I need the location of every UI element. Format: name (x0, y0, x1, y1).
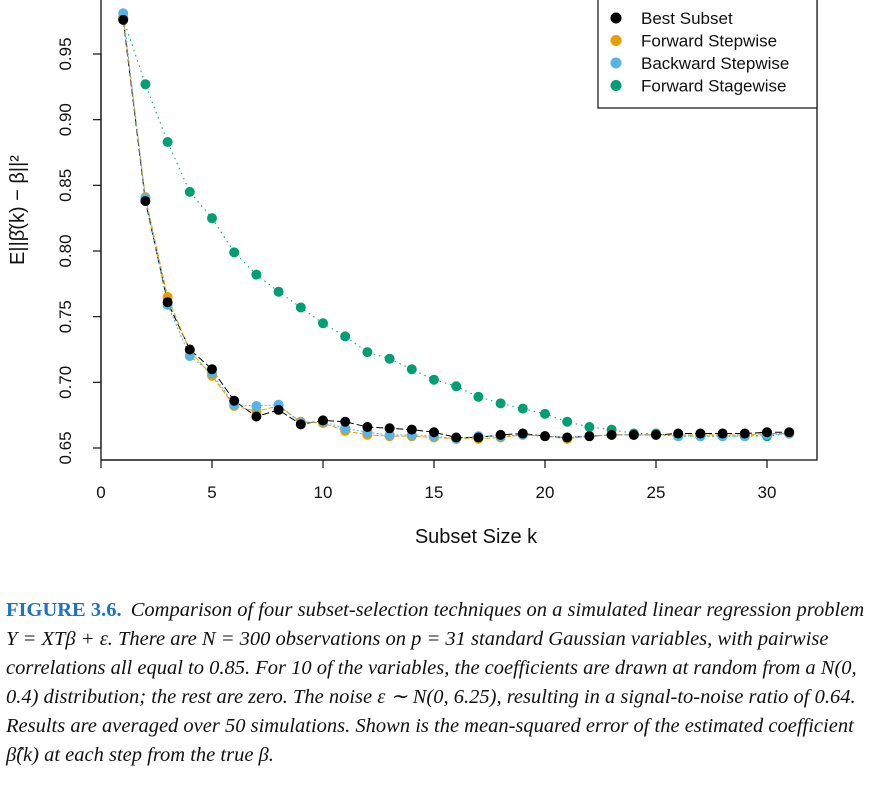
data-point (273, 286, 284, 297)
data-point (295, 302, 306, 313)
x-tick-label: 30 (758, 483, 777, 502)
legend-marker (610, 35, 622, 46)
data-point (717, 428, 728, 439)
figure-caption: FIGURE 3.6. Comparison of four subset-se… (6, 596, 868, 770)
data-point (562, 432, 573, 443)
data-point (429, 374, 439, 385)
y-tick-label: 0.90 (56, 103, 75, 136)
data-point (651, 429, 661, 440)
data-point (540, 431, 550, 442)
data-point (162, 136, 173, 147)
data-point (229, 247, 240, 258)
data-point (140, 196, 151, 207)
x-tick-label: 15 (425, 483, 444, 502)
data-point (362, 421, 373, 432)
data-point (273, 404, 284, 415)
data-point (162, 297, 173, 308)
caption-text: Comparison of four subset-selection tech… (6, 599, 865, 766)
legend-label: Forward Stagewise (641, 77, 787, 96)
legend-label: Forward Stepwise (641, 32, 777, 51)
x-tick-label: 20 (536, 483, 555, 502)
x-tick-label: 5 (207, 483, 216, 502)
data-point (207, 364, 217, 375)
chart: 0 5 10 15 20 25 30 0.65 0.70 0.75 0.80 0.85 0.90 0.9… (7, 0, 818, 548)
data-point (673, 428, 684, 439)
data-point (451, 432, 462, 443)
data-point (429, 427, 439, 438)
data-point (251, 400, 262, 411)
data-point (584, 431, 595, 442)
x-axis: 0 5 10 15 20 25 30 (96, 459, 777, 502)
data-point (384, 353, 395, 364)
data-point (451, 381, 462, 392)
x-tick-label: 10 (314, 483, 333, 502)
data-point (184, 186, 195, 197)
legend-label: Backward Stepwise (641, 54, 789, 73)
data-point (384, 423, 395, 434)
y-axis-title: E||β̂(k) − β||² (7, 155, 29, 265)
data-point (517, 428, 528, 439)
data-point (184, 344, 195, 355)
data-point (739, 428, 750, 439)
data-point (118, 14, 129, 25)
data-point (784, 427, 795, 438)
data-point (295, 419, 306, 430)
y-tick-label: 0.95 (56, 37, 75, 70)
figure-label: FIGURE 3.6. (6, 599, 122, 621)
data-point (584, 421, 595, 432)
data-point (340, 416, 351, 427)
data-point (207, 213, 217, 224)
data-point (495, 429, 506, 440)
data-point (762, 427, 772, 438)
data-point (140, 79, 151, 90)
data-point (318, 415, 328, 426)
data-point (540, 408, 550, 419)
data-point (340, 331, 351, 342)
legend-box (597, 0, 818, 109)
series-points (118, 8, 795, 444)
legend-label: Best Subset (641, 9, 733, 28)
data-point (251, 411, 262, 422)
data-point (251, 269, 262, 280)
legend-marker (610, 12, 622, 24)
y-tick-label: 0.70 (56, 366, 75, 399)
data-point (695, 428, 706, 439)
data-point (562, 416, 573, 427)
x-axis-title: Subset Size k (415, 526, 538, 548)
y-tick-label: 0.85 (56, 169, 75, 202)
data-point (318, 318, 328, 329)
y-axis: 0.65 0.70 0.75 0.80 0.85 0.90 0.95 (56, 37, 102, 465)
data-point (406, 364, 417, 375)
data-point (606, 429, 617, 440)
y-tick-label: 0.75 (56, 300, 75, 333)
x-tick-label: 25 (647, 483, 666, 502)
data-point (473, 391, 484, 402)
x-tick-label: 0 (96, 483, 105, 502)
legend: Best Subset Forward Stepwise Backward Step… (597, 0, 818, 109)
data-point (473, 432, 484, 443)
legend-marker (610, 80, 622, 91)
data-point (362, 347, 373, 358)
legend-marker (610, 57, 622, 69)
data-point (517, 403, 528, 414)
y-tick-label: 0.65 (56, 431, 75, 464)
y-tick-label: 0.80 (56, 234, 75, 267)
data-point (229, 395, 240, 406)
data-point (406, 424, 417, 435)
data-point (628, 429, 639, 440)
data-point (495, 398, 506, 409)
